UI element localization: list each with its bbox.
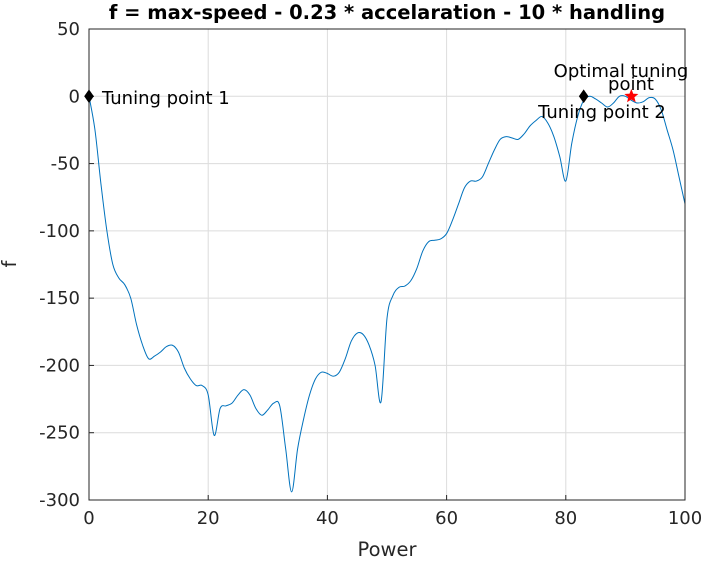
y-axis-label: f: [0, 259, 21, 267]
annotation-tuning-point-1: Tuning point 1: [101, 88, 230, 109]
star-marker-optimal: [624, 88, 639, 103]
annotation-markers: [84, 88, 639, 104]
y-tick-label: 0: [69, 86, 80, 107]
diamond-marker-1: [84, 89, 94, 104]
x-axis-label: Power: [358, 538, 418, 561]
x-tick-label: 100: [668, 508, 702, 529]
plot-area-frame: [88, 28, 686, 501]
x-tick-label: 0: [83, 508, 94, 529]
x-tick-label: 40: [316, 508, 339, 529]
diamond-marker-2: [578, 89, 589, 104]
y-tick-label: -200: [39, 355, 80, 376]
y-tick-label: -250: [39, 423, 80, 444]
ticks: 0 20 40 60 80 100 50 0 -50 -100 -150 -200 -250 -300: [39, 19, 702, 529]
y-tick-label: -300: [39, 490, 80, 511]
x-tick-label: 80: [554, 508, 577, 529]
y-tick-label: -150: [39, 288, 80, 309]
annotation-tuning-point-2: Tuning point 2: [537, 102, 666, 123]
plot-area-background: [89, 29, 685, 500]
x-tick-label: 60: [435, 508, 458, 529]
y-tick-label: -50: [51, 154, 80, 175]
annotation-optimal-line-2: point: [608, 74, 654, 95]
y-tick-label: -100: [39, 221, 80, 242]
x-tick-label: 20: [197, 508, 220, 529]
y-tick-label: 50: [57, 19, 80, 40]
chart-title: f = max-speed - 0.23 * accelaration - 10…: [109, 1, 665, 24]
annotation-optimal-line-1: Optimal tuning: [554, 61, 689, 82]
